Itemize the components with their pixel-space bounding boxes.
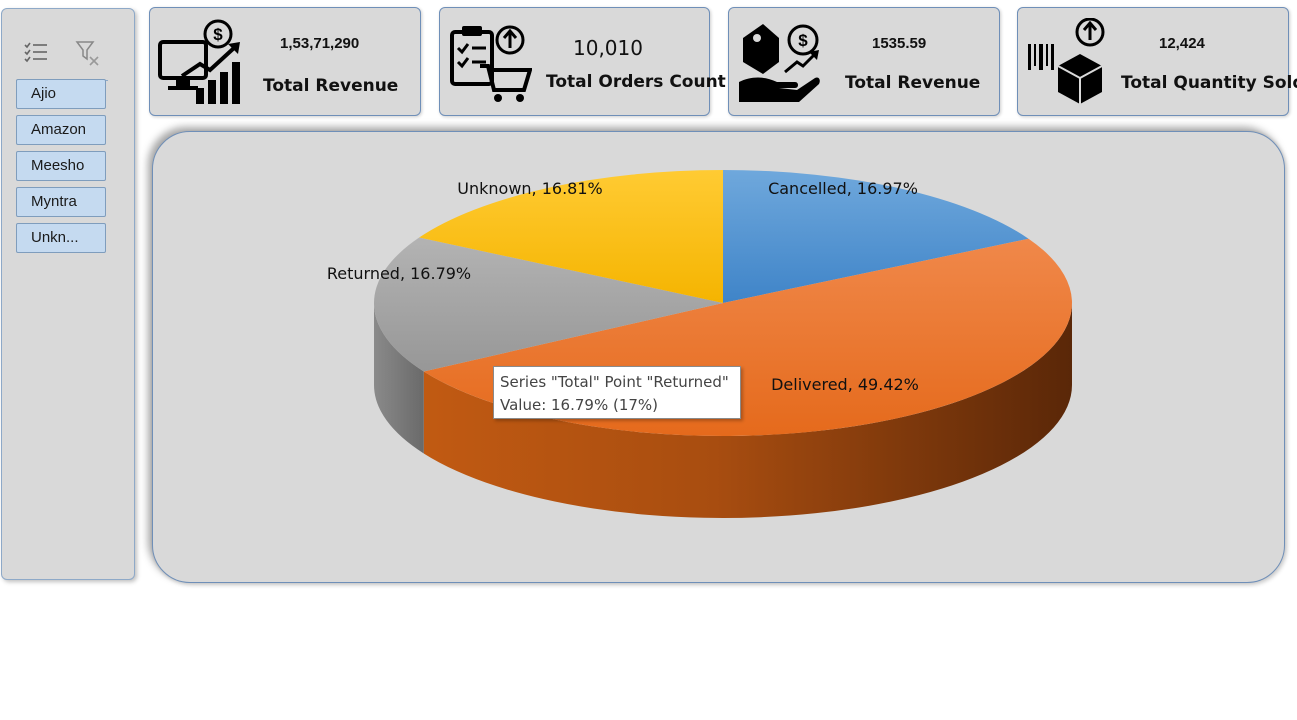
kpi-value: 10,010 — [573, 36, 643, 60]
pie-chart[interactable]: Cancelled, 16.97% Delivered, 49.42% Return… — [153, 132, 1285, 583]
package-barcode-icon — [1024, 17, 1110, 106]
kpi-value: 12,424 — [1159, 35, 1205, 52]
pie-slice-unknown[interactable] — [419, 170, 723, 303]
slicer-item-unknown[interactable]: Unkn... — [16, 223, 106, 253]
pie-data-label-cancelled: Cancelled, 16.97% — [768, 179, 918, 198]
pie-slice-returned[interactable] — [374, 237, 723, 372]
pie-depth — [374, 303, 1072, 518]
kpi-card-average-revenue[interactable]: $ 1535.59 Total Revenue — [728, 7, 1000, 116]
slicer-item-ajio[interactable]: Ajio — [16, 79, 106, 109]
svg-text:$: $ — [213, 25, 223, 44]
kpi-card-total-orders[interactable]: 10,010 Total Orders Count — [439, 7, 726, 116]
pie-data-label-delivered: Delivered, 49.42% — [771, 375, 919, 394]
slicer-item-amazon[interactable]: Amazon — [16, 115, 106, 145]
svg-text:$: $ — [798, 31, 808, 50]
pie-data-label-returned: Returned, 16.79% — [327, 264, 471, 283]
pie-labels: Cancelled, 16.97% Delivered, 49.42% Return… — [327, 179, 919, 394]
slicer-toolbar — [16, 35, 108, 81]
kpi-label: Total Quantity Sold — [1121, 73, 1297, 93]
slicer-item-myntra[interactable]: Myntra — [16, 187, 106, 217]
kpi-card-total-quantity[interactable]: 12,424 Total Quantity Sold — [1017, 7, 1297, 116]
price-tag-hand-icon: $ — [735, 18, 821, 106]
tooltip-value-line: Value: 16.79% (17%) — [500, 396, 659, 414]
order-cart-icon — [446, 18, 533, 106]
pie-slice-cancelled[interactable] — [723, 170, 1029, 303]
order-status-chart[interactable]: Cancelled, 16.97% Delivered, 49.42% Return… — [152, 131, 1285, 583]
pie-side-delivered — [423, 303, 1072, 518]
multi-select-icon[interactable] — [22, 39, 50, 67]
clear-filter-icon[interactable] — [74, 39, 102, 67]
chart-tooltip: Series "Total" Point "Returned" Value: 1… — [493, 366, 741, 419]
kpi-label: Total Orders Count — [546, 72, 726, 92]
kpi-value: 1535.59 — [872, 35, 927, 52]
kpi-card-total-revenue[interactable]: $ 1,53,71,290 Total Revenue — [149, 7, 421, 116]
revenue-monitor-icon: $ — [156, 18, 242, 106]
kpi-value: 1,53,71,290 — [280, 35, 360, 52]
pie-data-label-unknown: Unknown, 16.81% — [457, 179, 602, 198]
tooltip-series-line: Series "Total" Point "Returned" — [500, 373, 729, 391]
kpi-label: Total Revenue — [263, 76, 399, 96]
platform-slicer: Ajio Amazon Meesho Myntra Unkn... — [1, 8, 135, 580]
kpi-label: Total Revenue — [845, 73, 981, 93]
pie-side-returned — [374, 303, 424, 454]
slicer-item-meesho[interactable]: Meesho — [16, 151, 106, 181]
